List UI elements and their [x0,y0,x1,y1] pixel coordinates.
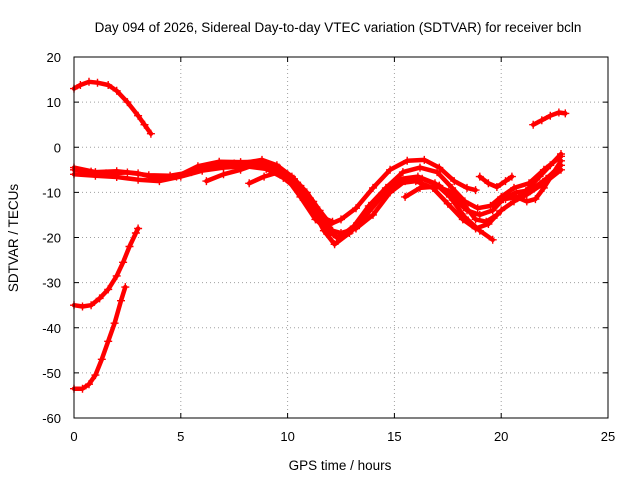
chart-title: Day 094 of 2026, Sidereal Day-to-day VTE… [95,20,582,35]
y-tick-label: 0 [54,140,61,155]
y-tick-label: 10 [47,95,61,110]
y-tick-label: 20 [47,50,61,65]
markers-arc-late-dip [475,172,516,191]
series-arc-mid-start [71,226,141,309]
x-tick-label: 25 [601,429,615,444]
series-layer [71,79,568,391]
x-tick-label: 10 [280,429,294,444]
y-tick-label: -50 [42,366,61,381]
y-axis-title: SDTVAR / TECUs [6,184,21,293]
markers-arc-end-tail [501,156,565,206]
x-tick-label: 15 [387,429,401,444]
y-tick-label: -40 [42,321,61,336]
x-tick-label: 20 [494,429,508,444]
grid-lines [74,57,608,418]
markers-band-e [202,160,497,244]
series-arc-high-start [71,79,154,136]
markers-band-f [245,168,337,226]
markers-band-b [70,152,565,242]
y-tick-label: -30 [42,276,61,291]
markers-arc-end-high [529,108,570,129]
x-tick-label: 5 [177,429,184,444]
x-axis-title: GPS time / hours [289,458,392,473]
marker-layer [70,77,570,393]
tick-layer: 0 5 10 15 20 25 -60 -50 -40 -30 -20 -10 0 10 20 [42,50,615,444]
markers-band-a [70,159,565,237]
markers-band-g [401,182,501,226]
y-tick-label: -10 [42,185,61,200]
series-band-c [71,163,564,247]
y-tick-label: -20 [42,231,61,246]
y-tick-label: -60 [42,411,61,426]
markers-band-d [198,155,480,228]
series-arc-end-high [530,110,568,127]
x-tick-label: 0 [70,429,77,444]
